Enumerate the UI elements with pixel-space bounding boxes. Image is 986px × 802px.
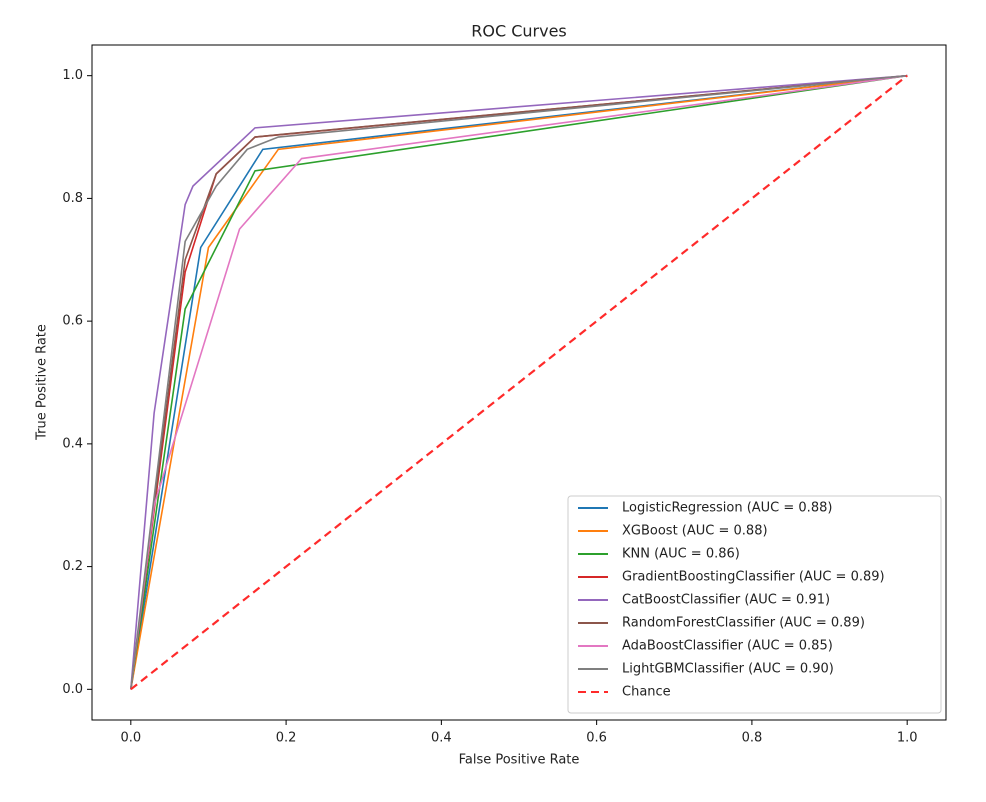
legend-label: LightGBMClassifier (AUC = 0.90): [622, 662, 834, 677]
y-tick-label: 0.0: [62, 682, 83, 697]
roc-line: [130, 74, 908, 690]
plot-area: [91, 44, 947, 721]
x-tick-label: 0.4: [431, 731, 452, 746]
legend-label: CatBoostClassifier (AUC = 0.91): [622, 593, 830, 608]
y-axis-label: True Positive Rate: [35, 324, 50, 441]
legend-label: AdaBoostClassifier (AUC = 0.85): [622, 639, 833, 654]
legend-label: KNN (AUC = 0.86): [622, 547, 740, 562]
legend-label: XGBoost (AUC = 0.88): [622, 524, 768, 539]
x-tick-label: 1.0: [897, 731, 918, 746]
legend-label: RandomForestClassifier (AUC = 0.89): [622, 616, 865, 631]
y-tick-label: 0.8: [62, 191, 83, 206]
x-tick-label: 0.0: [120, 731, 141, 746]
y-tick-label: 1.0: [62, 68, 83, 83]
x-tick-label: 0.6: [586, 731, 607, 746]
roc-line: [130, 74, 908, 690]
roc-line: [130, 74, 908, 691]
roc-line: [130, 74, 908, 690]
x-tick-label: 0.8: [742, 731, 763, 746]
y-tick-label: 0.4: [62, 436, 83, 451]
x-axis-label: False Positive Rate: [459, 753, 580, 768]
legend-label: GradientBoostingClassifier (AUC = 0.89): [622, 570, 885, 585]
x-tick-label: 0.2: [276, 731, 297, 746]
legend-label: Chance: [622, 685, 671, 700]
legend-label: LogisticRegression (AUC = 0.88): [622, 501, 832, 516]
legend-box: [567, 495, 942, 714]
y-tick-label: 0.6: [62, 314, 83, 329]
roc-line: [130, 74, 908, 690]
roc-line: [130, 74, 908, 690]
y-tick-label: 0.2: [62, 559, 83, 574]
chart-title: ROC Curves: [471, 22, 567, 41]
